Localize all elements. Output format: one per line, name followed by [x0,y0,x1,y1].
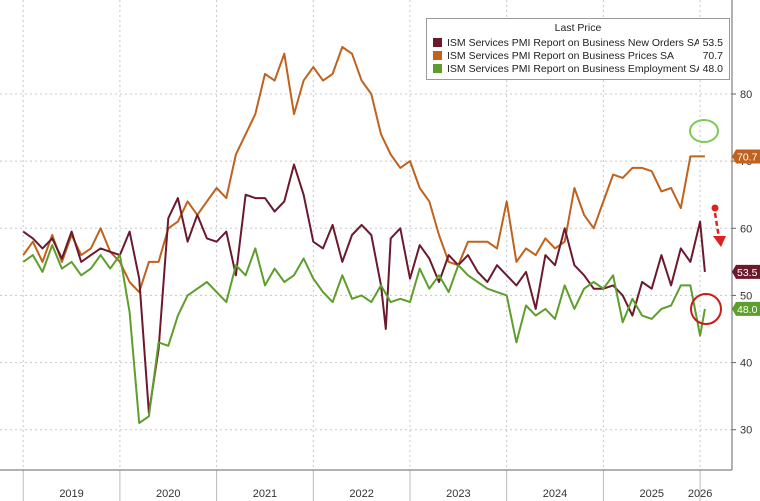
prices-highlight-circle [689,119,719,143]
legend-value: 53.5 [702,36,723,49]
legend-label: ISM Services PMI Report on Business Pric… [447,49,674,62]
legend-header: Last Price [554,22,602,34]
x-tick-labels: 2019 2020 2021 2022 2023 2024 2025 2026 [59,488,712,500]
grid-lines [0,0,732,501]
y-tick-label: 80 [740,89,752,101]
last-value-tag-text: 70.7 [737,151,758,163]
x-tick-label: 2025 [639,488,663,500]
last-value-tag: 70.7 [732,149,760,164]
last-value-tags: 53.5 70.7 48.0 [732,149,760,316]
annotations [689,119,726,325]
legend-value: 48.0 [702,62,723,75]
x-tick-label: 2022 [349,488,373,500]
series-line [22,46,705,294]
y-tick-label: 30 [740,425,752,437]
legend-swatch [433,51,442,60]
arrow-start-dot [711,204,719,212]
down-arrow-head [713,236,726,247]
last-value-tag-text: 53.5 [737,267,758,279]
last-value-tag: 53.5 [732,264,760,279]
legend-label: ISM Services PMI Report on Business New … [447,36,699,49]
down-arrow-line [713,212,721,239]
x-tick-label: 2024 [543,488,567,500]
series-lines [22,46,706,424]
legend-swatch [433,38,442,47]
x-tick-label: 2023 [446,488,470,500]
legend-label: ISM Services PMI Report on Business Empl… [447,62,699,75]
x-tick-label: 2021 [253,488,277,500]
x-tick-label: 2019 [59,488,83,500]
y-tick-label: 60 [740,223,752,235]
legend-swatch [433,64,442,73]
y-tick-label: 40 [740,358,752,370]
last-value-tag-bg [732,149,760,164]
legend: Last Price ISM Services PMI Report on Bu… [426,18,730,80]
employment-highlight-circle [690,293,722,325]
series-line [22,244,706,424]
last-value-tag: 48.0 [732,301,760,316]
series-line [22,163,706,414]
y-tick-label: 50 [740,290,752,302]
x-tick-label: 2026 [688,488,712,500]
last-value-tag-text: 48.0 [737,304,758,316]
legend-value: 70.7 [702,49,723,62]
last-value-tag-bg [732,301,760,316]
last-value-tag-bg [732,264,760,279]
legend-item-prices: ISM Services PMI Report on Business Pric… [433,49,723,62]
y-tick-labels: 304050607080 [732,89,752,437]
legend-item-new-orders: ISM Services PMI Report on Business New … [433,36,723,49]
x-tick-label: 2020 [156,488,180,500]
legend-item-employment: ISM Services PMI Report on Business Empl… [433,62,723,75]
